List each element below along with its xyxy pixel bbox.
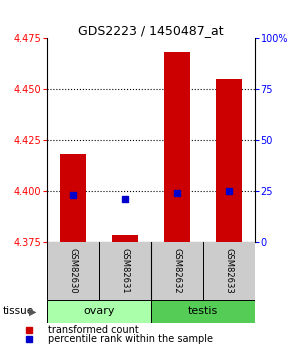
Bar <box>216 79 242 242</box>
Text: GSM82632: GSM82632 <box>172 248 181 294</box>
Bar <box>59 154 86 242</box>
Bar <box>203 241 255 300</box>
Bar <box>46 241 99 300</box>
Bar <box>151 241 203 300</box>
Text: ▶: ▶ <box>29 306 37 316</box>
Text: ovary: ovary <box>83 306 114 316</box>
Bar <box>164 52 190 241</box>
Bar <box>99 241 151 300</box>
Text: GSM82633: GSM82633 <box>224 248 233 294</box>
Title: GDS2223 / 1450487_at: GDS2223 / 1450487_at <box>78 24 224 37</box>
Text: testis: testis <box>188 306 218 316</box>
Text: GSM82630: GSM82630 <box>68 248 77 294</box>
Bar <box>46 300 151 323</box>
Text: tissue: tissue <box>3 306 34 316</box>
Bar <box>112 235 138 242</box>
Text: transformed count: transformed count <box>48 325 139 335</box>
Bar <box>151 300 255 323</box>
Text: GSM82631: GSM82631 <box>120 248 129 294</box>
Text: percentile rank within the sample: percentile rank within the sample <box>48 334 213 344</box>
